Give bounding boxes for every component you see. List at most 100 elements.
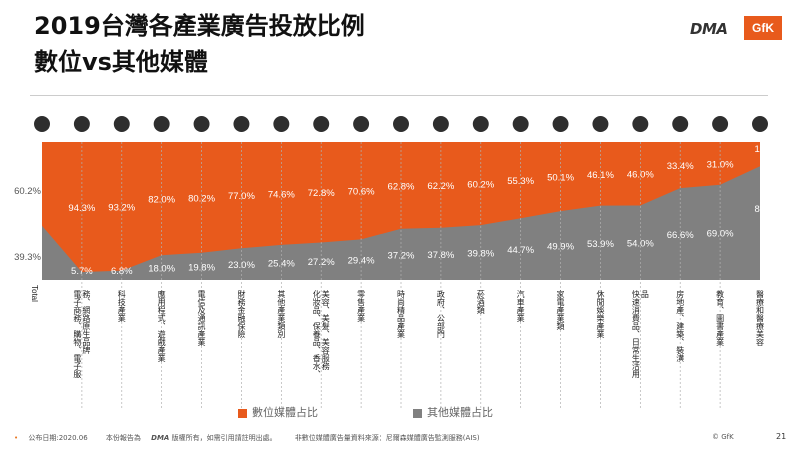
- category-label: 美容、美髮、美容服務: [321, 289, 330, 371]
- other-value-label: 39.8%: [467, 249, 494, 260]
- digital-value-label: 70.6%: [348, 187, 375, 198]
- egg-cup-icon: [632, 116, 649, 132]
- category-label: 房地產、建築、裝潢: [676, 289, 685, 363]
- page-number: 21: [776, 432, 787, 441]
- digital-value-label: 46.0%: [627, 170, 654, 181]
- other-value-label: 37.8%: [427, 250, 454, 261]
- other-area: [42, 166, 760, 280]
- house-icon: [672, 116, 689, 132]
- category-label: 菸酒類: [476, 289, 485, 315]
- category-label: 教育、圖書產業: [716, 289, 725, 347]
- legend-digital-label: 數位媒體占比: [252, 406, 318, 419]
- category-label: 其他產業類別: [277, 290, 286, 339]
- category-label: 零售產業: [357, 290, 366, 323]
- fridge-icon: [552, 116, 569, 132]
- globe-icon: [34, 116, 50, 132]
- other-value-label: 5.7%: [71, 266, 93, 277]
- browser-icon: [73, 116, 90, 132]
- other-value-label: 82.4%: [755, 204, 782, 215]
- digital-value-label: 82.0%: [148, 195, 175, 206]
- digital-value-label: 17.6%: [755, 144, 782, 155]
- phone-icon: [193, 116, 210, 132]
- digital-value-label: 94.3%: [68, 203, 95, 214]
- other-value-label: 19.8%: [188, 262, 215, 273]
- category-label: 電信及通訊產業: [197, 290, 206, 347]
- other-value-label: 37.2%: [388, 250, 415, 261]
- legend-digital-swatch: [238, 408, 247, 418]
- other-value-label: 18.0%: [148, 264, 175, 275]
- digital-value-label: 62.2%: [427, 181, 454, 192]
- car-icon: [512, 116, 529, 132]
- page-title: 2019台灣各產業廣告投放比例 數位vs其他媒體: [34, 8, 365, 80]
- medicine-icon: [752, 116, 768, 132]
- digital-value-label: 33.4%: [667, 161, 694, 172]
- category-label: 休閒娛樂產業: [596, 289, 605, 339]
- legend-other: 其他媒體占比: [413, 404, 493, 420]
- category-label: 電子商務、購物、電子服: [73, 290, 82, 379]
- abc-board-icon: [712, 116, 729, 132]
- digital-value-label: 50.1%: [547, 173, 574, 184]
- gfk-copyright: © GfK: [712, 433, 734, 441]
- other-value-label: 23.0%: [228, 260, 255, 271]
- government-building-icon: [432, 116, 449, 132]
- category-label: 應用程式、遊戲產業: [157, 289, 166, 363]
- category-label: 政府、公部門: [436, 289, 445, 339]
- other-value-label: 53.9%: [587, 239, 614, 250]
- category-label: Total: [30, 285, 39, 302]
- category-label: 科技產業: [117, 289, 126, 323]
- other-value-label: 25.4%: [268, 258, 295, 269]
- other-value-label: 54.0%: [627, 239, 654, 250]
- footer: • 公布日期:2020.06 本份報告為 DMA 版權所有，如需引用請註明出處。…: [14, 433, 784, 443]
- digital-value-label: 31.0%: [707, 159, 734, 170]
- digital-value-label: 77.0%: [228, 191, 255, 202]
- digital-value-label: 62.8%: [388, 181, 415, 192]
- other-value-label: 69.0%: [707, 228, 734, 239]
- laptop-icon: [113, 116, 130, 132]
- category-label: 品: [640, 290, 649, 299]
- store-icon: [353, 116, 370, 132]
- other-value-label: 49.9%: [547, 242, 574, 253]
- handbag-icon: [393, 116, 409, 132]
- category-label: 財務金融保險: [237, 289, 246, 339]
- other-value-label: 44.7%: [507, 245, 534, 256]
- digital-value-label: 74.6%: [268, 189, 295, 200]
- category-label: 化妝品、保養品、香水、: [312, 289, 321, 378]
- footer-source: 非數位媒體廣告量資料來源：尼爾森媒體廣告監測服務(AIS): [294, 434, 480, 442]
- legend-other-swatch: [413, 408, 422, 418]
- other-value-label: 27.2%: [308, 257, 335, 268]
- footer-copyright-notice: 本份報告為 DMA 版權所有，如需引用請註明出處。: [105, 434, 277, 442]
- bottles-icon: [472, 116, 489, 132]
- other-value-label: 66.6%: [667, 230, 694, 241]
- category-label: 家電產業類: [556, 289, 565, 331]
- other-value-label: 39.3%: [14, 252, 41, 263]
- legend-other-label: 其他媒體占比: [427, 406, 493, 419]
- category-label: 快速消費品、日常生活用: [631, 289, 640, 379]
- digital-value-label: 46.1%: [587, 170, 614, 181]
- title-line-1: 2019台灣各產業廣告投放比例: [34, 12, 365, 40]
- legend-digital: 數位媒體占比: [238, 404, 318, 420]
- gfk-logo: GfK: [744, 16, 782, 40]
- category-label: 醫療和醫療美容: [756, 290, 765, 347]
- category-label: 時尚精品產業: [397, 290, 406, 339]
- category-label: 汽車產業: [516, 289, 525, 323]
- category-label: 務、網路原生品牌: [82, 289, 91, 355]
- digital-value-label: 72.8%: [308, 188, 335, 199]
- stacked-area-chart: 60.2% 39.3% 94.3% 5.7% 93.2% 6.8% 82.0% 18.0% 80…: [14, 116, 782, 408]
- piggy-bank-icon: [233, 116, 250, 132]
- footer-date: • 公布日期:2020.06: [14, 434, 88, 442]
- gamepad-icon: [153, 116, 170, 132]
- head-gear-icon: [273, 116, 290, 132]
- title-line-2: 數位vs其他媒體: [34, 48, 208, 76]
- other-value-label: 29.4%: [348, 256, 375, 267]
- title-divider: [30, 95, 768, 96]
- digital-value-label: 60.2%: [14, 186, 41, 197]
- digital-value-label: 93.2%: [108, 202, 135, 213]
- cosmetics-icon: [313, 116, 330, 132]
- dma-logo: DMA: [690, 20, 728, 38]
- other-value-label: 6.8%: [111, 266, 133, 277]
- digital-value-label: 80.2%: [188, 193, 215, 204]
- digital-value-label: 55.3%: [507, 176, 534, 187]
- digital-value-label: 60.2%: [467, 180, 494, 191]
- chess-icon: [592, 116, 609, 132]
